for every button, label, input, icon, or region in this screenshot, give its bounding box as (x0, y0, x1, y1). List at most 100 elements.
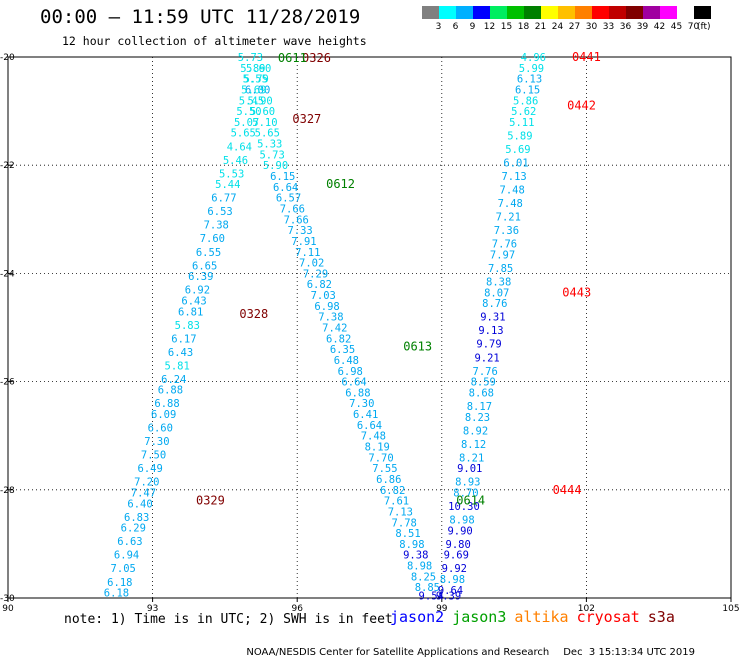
colorbar-unit: (ft) (697, 22, 711, 32)
swh-data-label: 7.38 (318, 312, 343, 324)
swh-data-label: 6.18 (104, 588, 129, 600)
swh-data-label: 7.05 (111, 563, 136, 575)
swh-data-label: 9.79 (476, 339, 501, 351)
swh-data-label: 9.92 (442, 563, 467, 575)
swh-data-label: 6.98 (314, 301, 339, 313)
swh-data-label: 8.07 (484, 287, 509, 299)
colorbar-label: 15 (500, 22, 513, 32)
swh-data-label: 8.98 (440, 574, 465, 586)
legend-entry-jason2: jason2 (390, 608, 445, 626)
swh-data-label: 6.24 (161, 374, 186, 386)
swh-data-label: 7.97 (490, 249, 515, 261)
swh-data-label: 5.46 (223, 155, 248, 167)
swh-data-label: 6.64 (273, 182, 298, 194)
colorbar-swatch (677, 6, 694, 19)
swh-data-label: 4.64 (227, 141, 252, 153)
swh-data-label: 8.85 (415, 582, 440, 594)
colorbar-label: 36 (619, 22, 632, 32)
swh-data-label: 6.77 (211, 193, 236, 205)
legend-entry-altika: altika (514, 608, 569, 626)
swh-data-label: 6.43 (168, 347, 193, 359)
swh-data-label: 7.38 (204, 220, 229, 232)
swh-data-label: 5.69 (241, 84, 266, 96)
swh-data-label: 9.31 (480, 312, 505, 324)
swh-data-label: 9.64 (438, 585, 463, 597)
swh-data-label: 9.54 (419, 590, 444, 602)
swh-data-label: 9.13 (478, 325, 503, 337)
swh-data-label: 5.99 (519, 63, 544, 75)
footer-note: note: 1) Time is in UTC; 2) SWH is in fe… (64, 612, 393, 627)
legend-entry-cryosat: cryosat (576, 608, 640, 626)
swh-data-label: 6.48 (334, 355, 359, 367)
x-tick-label: 93 (147, 604, 158, 614)
swh-data-label: 7.70 (368, 452, 393, 464)
y-tick-label: -30 (0, 594, 15, 604)
swh-data-label: 5.73 (238, 52, 263, 64)
x-tick-label: 99 (436, 604, 448, 614)
swh-data-label: 6.86 (376, 474, 401, 486)
pass-label: 0329 (196, 494, 225, 508)
swh-data-label: 5.79 (244, 74, 269, 86)
colorbar-label: 3 (435, 22, 442, 32)
colorbar-swatch (643, 6, 660, 19)
satellite-legend: jason2 jason3 altika cryosat s3a (390, 608, 683, 626)
plot-frame (7, 56, 732, 599)
swh-data-label: 7.29 (303, 268, 328, 280)
swh-data-label: 7.33 (287, 225, 312, 237)
colorbar-swatch (541, 6, 558, 19)
legend-entry-jason3: jason3 (452, 608, 507, 626)
x-tick-label: 96 (291, 604, 303, 614)
swh-data-label: 6.64 (341, 377, 366, 389)
swh-data-label: 7.66 (284, 214, 309, 226)
swh-data-label: 8.98 (399, 539, 424, 551)
chart-subtitle: 12 hour collection of altimeter wave hei… (62, 34, 367, 48)
pass-label: 0612 (326, 177, 355, 191)
swh-data-label: 5.65 (231, 128, 256, 140)
swh-data-label: 7.66 (280, 203, 305, 215)
swh-data-label: 7.48 (500, 185, 525, 197)
swh-data-label: 5.10 (252, 117, 277, 129)
swh-data-label: 6.55 (196, 247, 221, 259)
colorbar-swatch (507, 6, 524, 19)
swh-data-label: 7.13 (501, 171, 526, 183)
colorbar-swatch (609, 6, 626, 19)
swh-data-label: 5.55 (243, 74, 268, 86)
swh-data-label: 7.91 (291, 236, 316, 248)
swh-data-label: 9.80 (446, 539, 471, 551)
swh-data-label: 5.65 (255, 128, 280, 140)
generated-timestamp: Dec 3 15:13:34 UTC 2019 (563, 647, 696, 658)
swh-data-label: 8.70 (453, 488, 478, 500)
swh-data-label: 6.49 (138, 463, 163, 475)
swh-data-label: 5.45 (239, 95, 264, 107)
swh-data-label: 6.88 (345, 387, 370, 399)
swh-data-label: 8.51 (395, 528, 420, 540)
swh-data-label: 8.98 (449, 515, 474, 527)
swh-data-label: 7.47 (131, 488, 156, 500)
swh-data-label: 7.61 (384, 496, 409, 508)
swh-data-label: 7.76 (473, 366, 498, 378)
swh-data-label: 6.65 (192, 260, 217, 272)
pass-label: 0614 (456, 494, 485, 508)
swh-data-label: 5.81 (165, 360, 190, 372)
colorbar-swatch (660, 6, 677, 19)
swh-data-label: 10.30 (448, 501, 480, 513)
swh-data-label: 6.83 (124, 512, 149, 524)
footer-credit: NOAA/NESDIS Center for Satellite Applica… (240, 636, 709, 658)
swh-data-label: 6.63 (117, 536, 142, 548)
swh-data-label: 6.01 (503, 157, 528, 169)
colorbar-label: 27 (568, 22, 581, 32)
swh-data-label: 9.38 (403, 550, 428, 562)
swh-data-label: 6.64 (357, 420, 382, 432)
swh-data-label: 8.12 (461, 439, 486, 451)
legend-entry-s3a: s3a (647, 608, 675, 626)
y-tick-label: -24 (0, 269, 15, 279)
swh-data-label: 8.76 (482, 298, 507, 310)
swh-data-label: 5.60 (250, 106, 275, 118)
colorbar-label: 30 (585, 22, 598, 32)
swh-data-label: 7.78 (392, 517, 417, 529)
pass-label: 0442 (567, 99, 596, 113)
swh-data-label: 6.13 (517, 74, 542, 86)
x-tick-label: 102 (578, 604, 595, 614)
swh-data-label: 7.02 (299, 258, 324, 270)
